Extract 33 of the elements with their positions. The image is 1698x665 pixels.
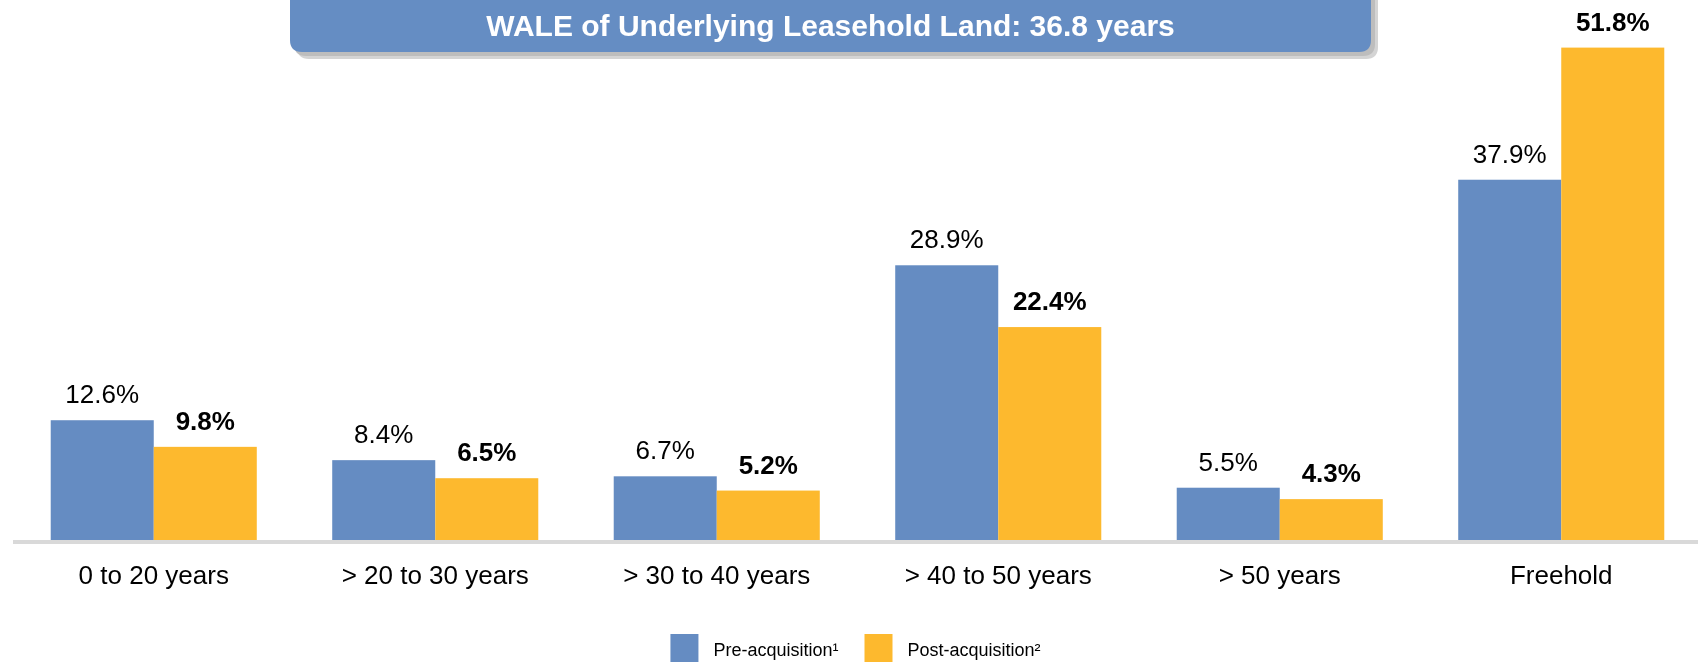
x-tick-label: > 50 years: [1218, 560, 1341, 590]
data-label: 12.6%: [65, 379, 140, 410]
data-label: 5.2%: [738, 449, 798, 480]
chart-title: WALE of Underlying Leasehold Land: 36.8 years: [486, 9, 1175, 42]
data-label: 37.9%: [1472, 138, 1547, 169]
data-label: 28.9%: [909, 224, 984, 255]
x-tick-label: 0 to 20 years: [78, 560, 229, 590]
x-tick-label: > 40 to 50 years: [904, 560, 1092, 590]
bar: [435, 478, 539, 540]
bar: [895, 265, 999, 540]
bar: [998, 327, 1102, 540]
data-label: 9.8%: [175, 405, 235, 436]
bar: [332, 460, 436, 540]
data-label: 6.7%: [635, 435, 695, 466]
bar: [1279, 499, 1383, 540]
data-label: 51.8%: [1575, 6, 1650, 37]
legend-label: Post-acquisition²: [907, 640, 1041, 660]
data-label: 6.5%: [457, 437, 517, 468]
bar: [716, 490, 820, 540]
data-label: 8.4%: [354, 419, 414, 450]
data-label: 22.4%: [1012, 286, 1087, 317]
x-tick-label: > 30 to 40 years: [623, 560, 811, 590]
bar: [1176, 487, 1280, 540]
x-tick-label: > 20 to 30 years: [341, 560, 529, 590]
data-label: 4.3%: [1301, 458, 1361, 489]
bar: [153, 446, 257, 540]
x-tick-label: Freehold: [1509, 560, 1613, 590]
bar: [50, 420, 154, 540]
bar: [613, 476, 717, 540]
bar: [1561, 47, 1665, 540]
bar: [1458, 179, 1562, 540]
legend-label: Pre-acquisition¹: [713, 640, 839, 660]
data-label: 5.5%: [1198, 446, 1258, 477]
